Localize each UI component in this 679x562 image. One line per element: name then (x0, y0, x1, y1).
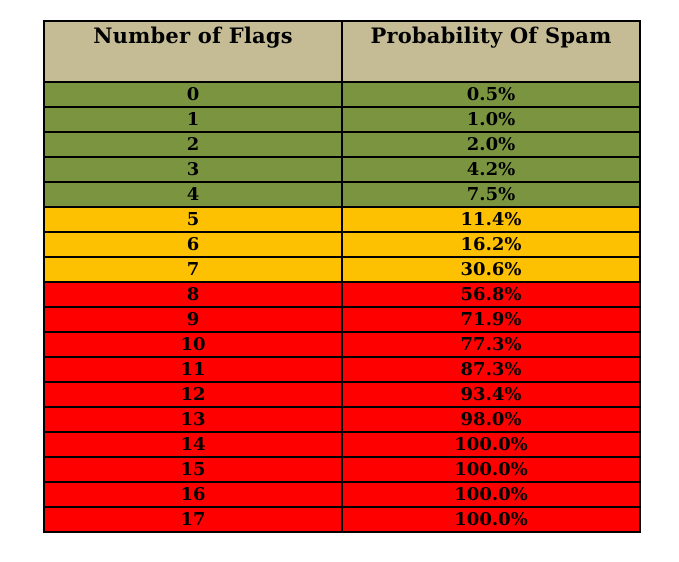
flags-cell: 2 (43, 131, 343, 158)
spam-probability-table: Number of Flags Probability Of Spam 0 0.… (43, 20, 641, 533)
probability-cell: 7.5% (341, 181, 641, 208)
table-row: 9 71.9% (43, 306, 641, 333)
flags-cell: 12 (43, 381, 343, 408)
table-row: 12 93.4% (43, 381, 641, 408)
table-row: 4 7.5% (43, 181, 641, 208)
table-row: 10 77.3% (43, 331, 641, 358)
probability-cell: 87.3% (341, 356, 641, 383)
probability-cell: 98.0% (341, 406, 641, 433)
table-row: 15 100.0% (43, 456, 641, 483)
probability-cell: 100.0% (341, 456, 641, 483)
table-row: 2 2.0% (43, 131, 641, 158)
flags-cell: 6 (43, 231, 343, 258)
flags-cell: 17 (43, 506, 343, 533)
probability-cell: 100.0% (341, 431, 641, 458)
flags-cell: 9 (43, 306, 343, 333)
probability-cell: 100.0% (341, 481, 641, 508)
flags-cell: 15 (43, 456, 343, 483)
flags-cell: 0 (43, 81, 343, 108)
flags-cell: 4 (43, 181, 343, 208)
table-row: 17 100.0% (43, 506, 641, 533)
table-row: 7 30.6% (43, 256, 641, 283)
probability-cell: 4.2% (341, 156, 641, 183)
probability-cell: 11.4% (341, 206, 641, 233)
spam-probability-table-container: Number of Flags Probability Of Spam 0 0.… (43, 20, 641, 533)
probability-cell: 100.0% (341, 506, 641, 533)
table-row: 11 87.3% (43, 356, 641, 383)
probability-cell: 77.3% (341, 331, 641, 358)
table-row: 14 100.0% (43, 431, 641, 458)
flags-cell: 1 (43, 106, 343, 133)
flags-cell: 16 (43, 481, 343, 508)
flags-cell: 14 (43, 431, 343, 458)
flags-cell: 7 (43, 256, 343, 283)
probability-cell: 30.6% (341, 256, 641, 283)
header-row: Number of Flags Probability Of Spam (43, 20, 641, 83)
flags-cell: 11 (43, 356, 343, 383)
probability-cell: 56.8% (341, 281, 641, 308)
table-row: 13 98.0% (43, 406, 641, 433)
column-header-probability: Probability Of Spam (341, 20, 641, 83)
probability-cell: 71.9% (341, 306, 641, 333)
table-row: 1 1.0% (43, 106, 641, 133)
table-row: 0 0.5% (43, 81, 641, 108)
table-row: 6 16.2% (43, 231, 641, 258)
flags-cell: 3 (43, 156, 343, 183)
probability-cell: 1.0% (341, 106, 641, 133)
flags-cell: 13 (43, 406, 343, 433)
flags-cell: 5 (43, 206, 343, 233)
flags-cell: 10 (43, 331, 343, 358)
table-row: 16 100.0% (43, 481, 641, 508)
flags-cell: 8 (43, 281, 343, 308)
probability-cell: 16.2% (341, 231, 641, 258)
probability-cell: 2.0% (341, 131, 641, 158)
probability-cell: 0.5% (341, 81, 641, 108)
column-header-flags: Number of Flags (43, 20, 343, 83)
probability-cell: 93.4% (341, 381, 641, 408)
table-row: 5 11.4% (43, 206, 641, 233)
table-row: 3 4.2% (43, 156, 641, 183)
table-row: 8 56.8% (43, 281, 641, 308)
